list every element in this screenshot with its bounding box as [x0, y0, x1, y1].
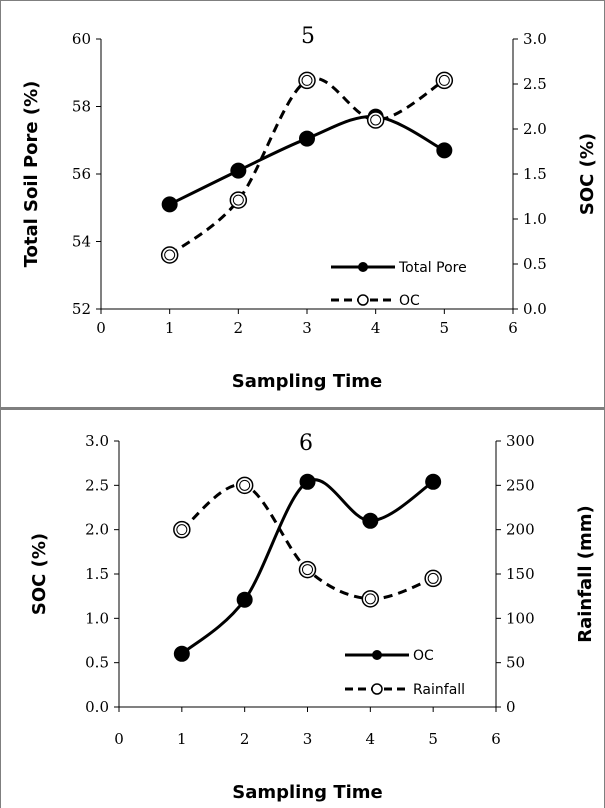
x-axis-label: Sampling Time: [232, 782, 382, 803]
legend-marker: [372, 650, 382, 660]
y2-axis-label: SOC (%): [577, 133, 598, 215]
data-point-open-inner: [301, 74, 313, 86]
data-point-open: [298, 71, 316, 90]
data-point-open: [435, 71, 454, 90]
series-line-oc: [168, 76, 446, 257]
legend-label: OC: [413, 648, 434, 664]
y-tick-label: 60: [72, 30, 91, 48]
y2-tick-label: 2.0: [523, 120, 547, 138]
data-point-filled: [425, 473, 442, 490]
x-tick-label: 6: [491, 730, 501, 748]
y2-tick-label: 0: [506, 698, 516, 716]
y2-tick-label: 1.0: [523, 210, 547, 228]
y-tick-label: 0.5: [85, 654, 109, 672]
data-point-open-inner: [427, 572, 439, 584]
x-axis-label: Sampling Time: [232, 371, 382, 392]
series-line-rainfall: [180, 483, 434, 601]
data-point-filled: [161, 196, 178, 213]
data-point-open-inner: [364, 593, 376, 605]
x-tick-label: 1: [177, 730, 187, 748]
series-line-total-pore: [169, 115, 446, 206]
x-tick-label: 0: [96, 319, 106, 337]
y2-axis-label: Rainfall (mm): [575, 505, 596, 643]
data-point-open-inner: [232, 194, 244, 206]
y-tick-label: 2.5: [85, 476, 109, 494]
legend-label: OC: [399, 293, 420, 309]
data-point-filled: [236, 591, 253, 608]
legend-label: Total Pore: [398, 260, 467, 276]
data-point-filled: [230, 162, 247, 179]
x-tick-label: 2: [240, 730, 250, 748]
data-point-open: [424, 569, 442, 588]
x-tick-label: 0: [114, 730, 124, 748]
y2-tick-label: 3.0: [523, 30, 547, 48]
y2-tick-label: 300: [506, 432, 535, 450]
y2-tick-label: 2.5: [523, 75, 547, 93]
x-tick-label: 5: [428, 730, 438, 748]
data-point-open: [366, 111, 385, 129]
y2-tick-label: 100: [506, 609, 535, 627]
y-tick-label: 52: [72, 300, 91, 318]
legend-marker: [357, 294, 369, 306]
data-point-filled: [173, 645, 190, 662]
legend-marker: [358, 262, 368, 272]
y-tick-label: 58: [72, 98, 91, 116]
data-point-filled: [436, 142, 453, 159]
chart-title: 6: [299, 431, 313, 456]
x-tick-label: 6: [508, 319, 518, 337]
legend-label: Rainfall: [413, 682, 465, 698]
data-point-open-inner: [164, 249, 176, 261]
x-tick-label: 4: [371, 319, 381, 337]
y-tick-label: 56: [72, 165, 91, 183]
data-point-open-inner: [239, 479, 251, 491]
y-axis-label: Total Soil Pore (%): [21, 81, 42, 268]
y-tick-label: 0.0: [85, 698, 109, 716]
y-tick-label: 2.0: [85, 521, 109, 539]
chart-panel-5: 0 1 2 3 4 5 6 52 54 56 58 60 0.0 0.5 1.0 1.5 2.0 2.5 3.0 5 S…: [0, 0, 605, 408]
data-point-open-inner: [370, 114, 382, 126]
data-point-open: [173, 520, 191, 539]
x-tick-label: 4: [366, 730, 376, 748]
y-tick-label: 1.0: [85, 609, 109, 627]
y2-tick-label: 200: [506, 521, 535, 539]
data-point-filled: [299, 130, 315, 147]
legend-marker: [371, 683, 383, 695]
y2-tick-label: 250: [506, 476, 535, 494]
y-axis-label: SOC (%): [29, 533, 50, 615]
y2-tick-label: 1.5: [523, 165, 547, 183]
chart-5: 0 1 2 3 4 5 652545658600.00.51.01.52.02.53.05S…: [21, 24, 598, 392]
x-tick-label: 3: [302, 319, 312, 337]
y-tick-label: 1.5: [85, 565, 109, 583]
data-point-open: [361, 590, 380, 608]
x-tick-label: 3: [303, 730, 313, 748]
data-point-open: [160, 246, 179, 264]
y2-tick-label: 50: [506, 654, 525, 672]
x-tick-label: 5: [440, 319, 450, 337]
data-point-open-inner: [438, 74, 450, 86]
chart-title: 5: [301, 24, 315, 49]
x-tick-label: 1: [165, 319, 175, 337]
chart-6: 0 1 2 3 4 5 6 0.0 0.5 1.0 1.5 2.0 2.5 3.0 0 50 100 150 200…: [29, 431, 596, 803]
y2-tick-label: 0.0: [523, 300, 547, 318]
chart-panel-6: 0 1 2 3 4 5 6 0.0 0.5 1.0 1.5 2.0 2.5 3.0 0 50 100 150 200…: [0, 408, 605, 808]
data-point-filled: [299, 473, 316, 490]
data-point-open: [235, 476, 254, 495]
y-tick-label: 3.0: [85, 432, 109, 450]
data-point-open-inner: [176, 524, 188, 536]
data-point-open: [298, 560, 317, 579]
data-point-filled: [362, 512, 379, 529]
data-point-open-inner: [302, 564, 313, 576]
y2-tick-label: 0.5: [523, 255, 547, 273]
x-tick-label: 2: [234, 319, 244, 337]
y2-tick-label: 150: [506, 565, 535, 583]
data-point-open: [229, 191, 248, 209]
y-tick-label: 54: [72, 233, 91, 251]
